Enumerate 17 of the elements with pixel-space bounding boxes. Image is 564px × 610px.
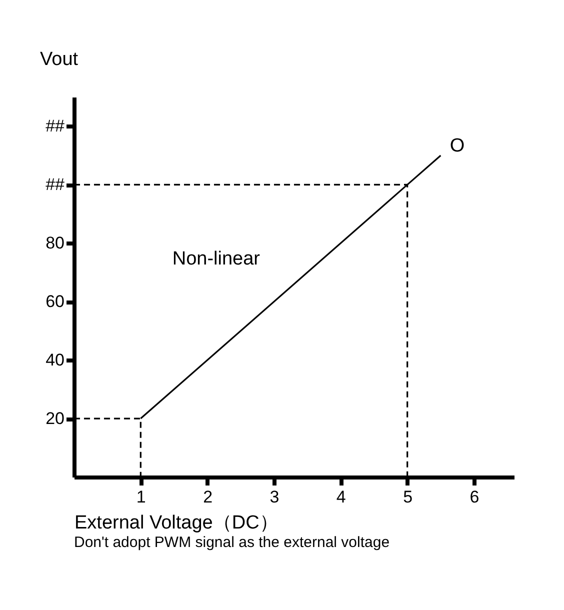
x-tick-label: 2 (203, 488, 213, 506)
y-tick-label: ## (46, 175, 66, 194)
annotation: Non-linear (172, 248, 261, 270)
y-tick-label: ## (46, 116, 66, 136)
y-tick-label: 60 (46, 292, 64, 312)
x-tick-label: 4 (336, 488, 346, 506)
x-axis-title: External Voltage（DC） (74, 512, 278, 534)
y-tick-label: 80 (46, 234, 64, 253)
annotation: O (450, 135, 465, 156)
y-tick-label: 20 (46, 409, 64, 428)
x-tick-label: 1 (136, 488, 146, 506)
y-tick-label: 40 (46, 350, 64, 370)
x-tick-label: 3 (270, 488, 280, 506)
y-axis-title: Vout (40, 49, 79, 70)
text: Don't adopt PWM signal as the external voltage (74, 534, 390, 551)
x-tick-label: 6 (470, 488, 480, 506)
x-tick-label: 5 (403, 488, 413, 506)
